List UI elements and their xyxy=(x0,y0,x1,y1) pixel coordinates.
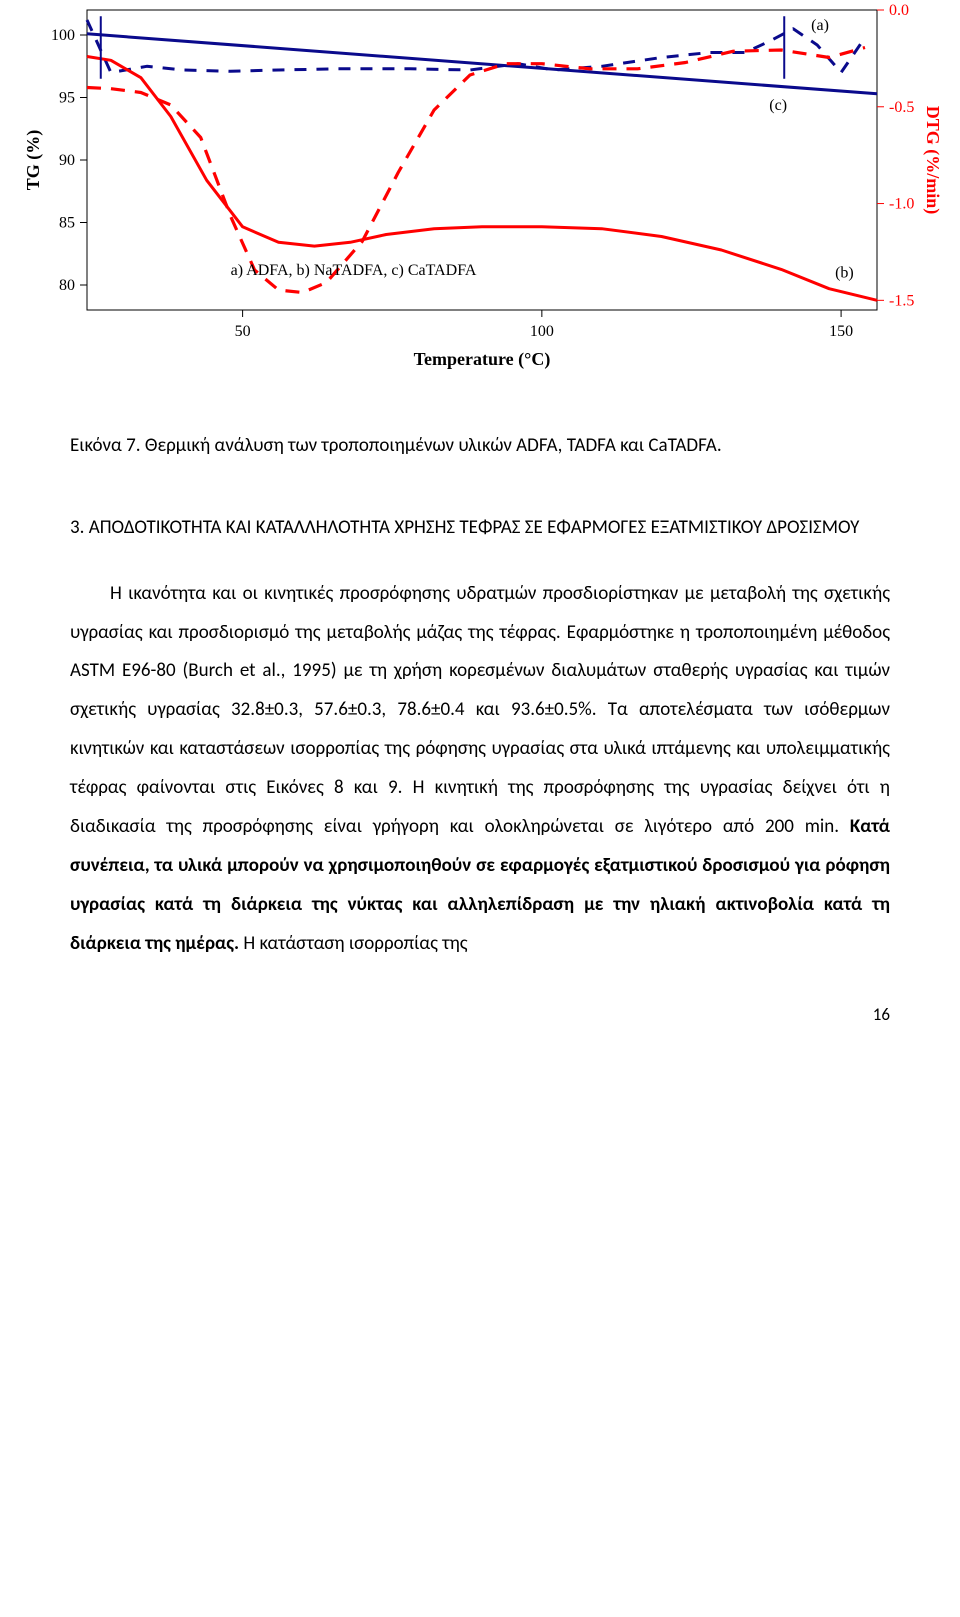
svg-text:-1.5: -1.5 xyxy=(889,292,914,309)
svg-text:80: 80 xyxy=(59,277,75,294)
svg-text:(b): (b) xyxy=(835,265,854,282)
svg-text:Temperature (°C): Temperature (°C) xyxy=(414,349,551,370)
svg-text:90: 90 xyxy=(59,152,75,169)
body-text-part-2: Η κατάσταση ισορροπίας της xyxy=(239,932,468,955)
svg-text:50: 50 xyxy=(235,323,251,340)
body-text-part-1: Η ικανότητα και οι κινητικές προσρόφησης… xyxy=(70,582,890,839)
svg-text:DTG (%/min): DTG (%/min) xyxy=(922,106,943,215)
chart-svg: 50 100 150 Temperature (°C) 80 85 90 95 100 TG (%… xyxy=(15,0,945,400)
svg-text:a) ADFA, b) NaTADFA, c) CaTADF: a) ADFA, b) NaTADFA, c) CaTADFA xyxy=(231,262,477,279)
svg-text:95: 95 xyxy=(59,90,75,107)
svg-text:-1.0: -1.0 xyxy=(889,196,914,213)
svg-text:150: 150 xyxy=(829,323,853,340)
svg-text:0.0: 0.0 xyxy=(889,2,909,19)
page-number: 16 xyxy=(0,1004,890,1025)
svg-text:TG (%): TG (%) xyxy=(23,130,44,191)
figure-caption: Εικόνα 7. Θερμική ανάλυση των τροποποιημ… xyxy=(70,430,890,462)
svg-text:85: 85 xyxy=(59,215,75,232)
section-heading: 3. ΑΠΟΔΟΤΙΚΟΤΗΤΑ ΚΑΙ ΚΑΤΑΛΛΗΛΟΤΗΤΑ ΧΡΗΣΗ… xyxy=(70,512,890,544)
svg-text:100: 100 xyxy=(51,27,75,44)
body-paragraph: Η ικανότητα και οι κινητικές προσρόφησης… xyxy=(70,575,890,964)
svg-text:(a): (a) xyxy=(811,17,829,34)
thermal-analysis-chart: 50 100 150 Temperature (°C) 80 85 90 95 100 TG (%… xyxy=(15,0,945,400)
svg-text:-0.5: -0.5 xyxy=(889,99,914,116)
svg-text:100: 100 xyxy=(530,323,554,340)
svg-text:(c): (c) xyxy=(769,97,787,114)
